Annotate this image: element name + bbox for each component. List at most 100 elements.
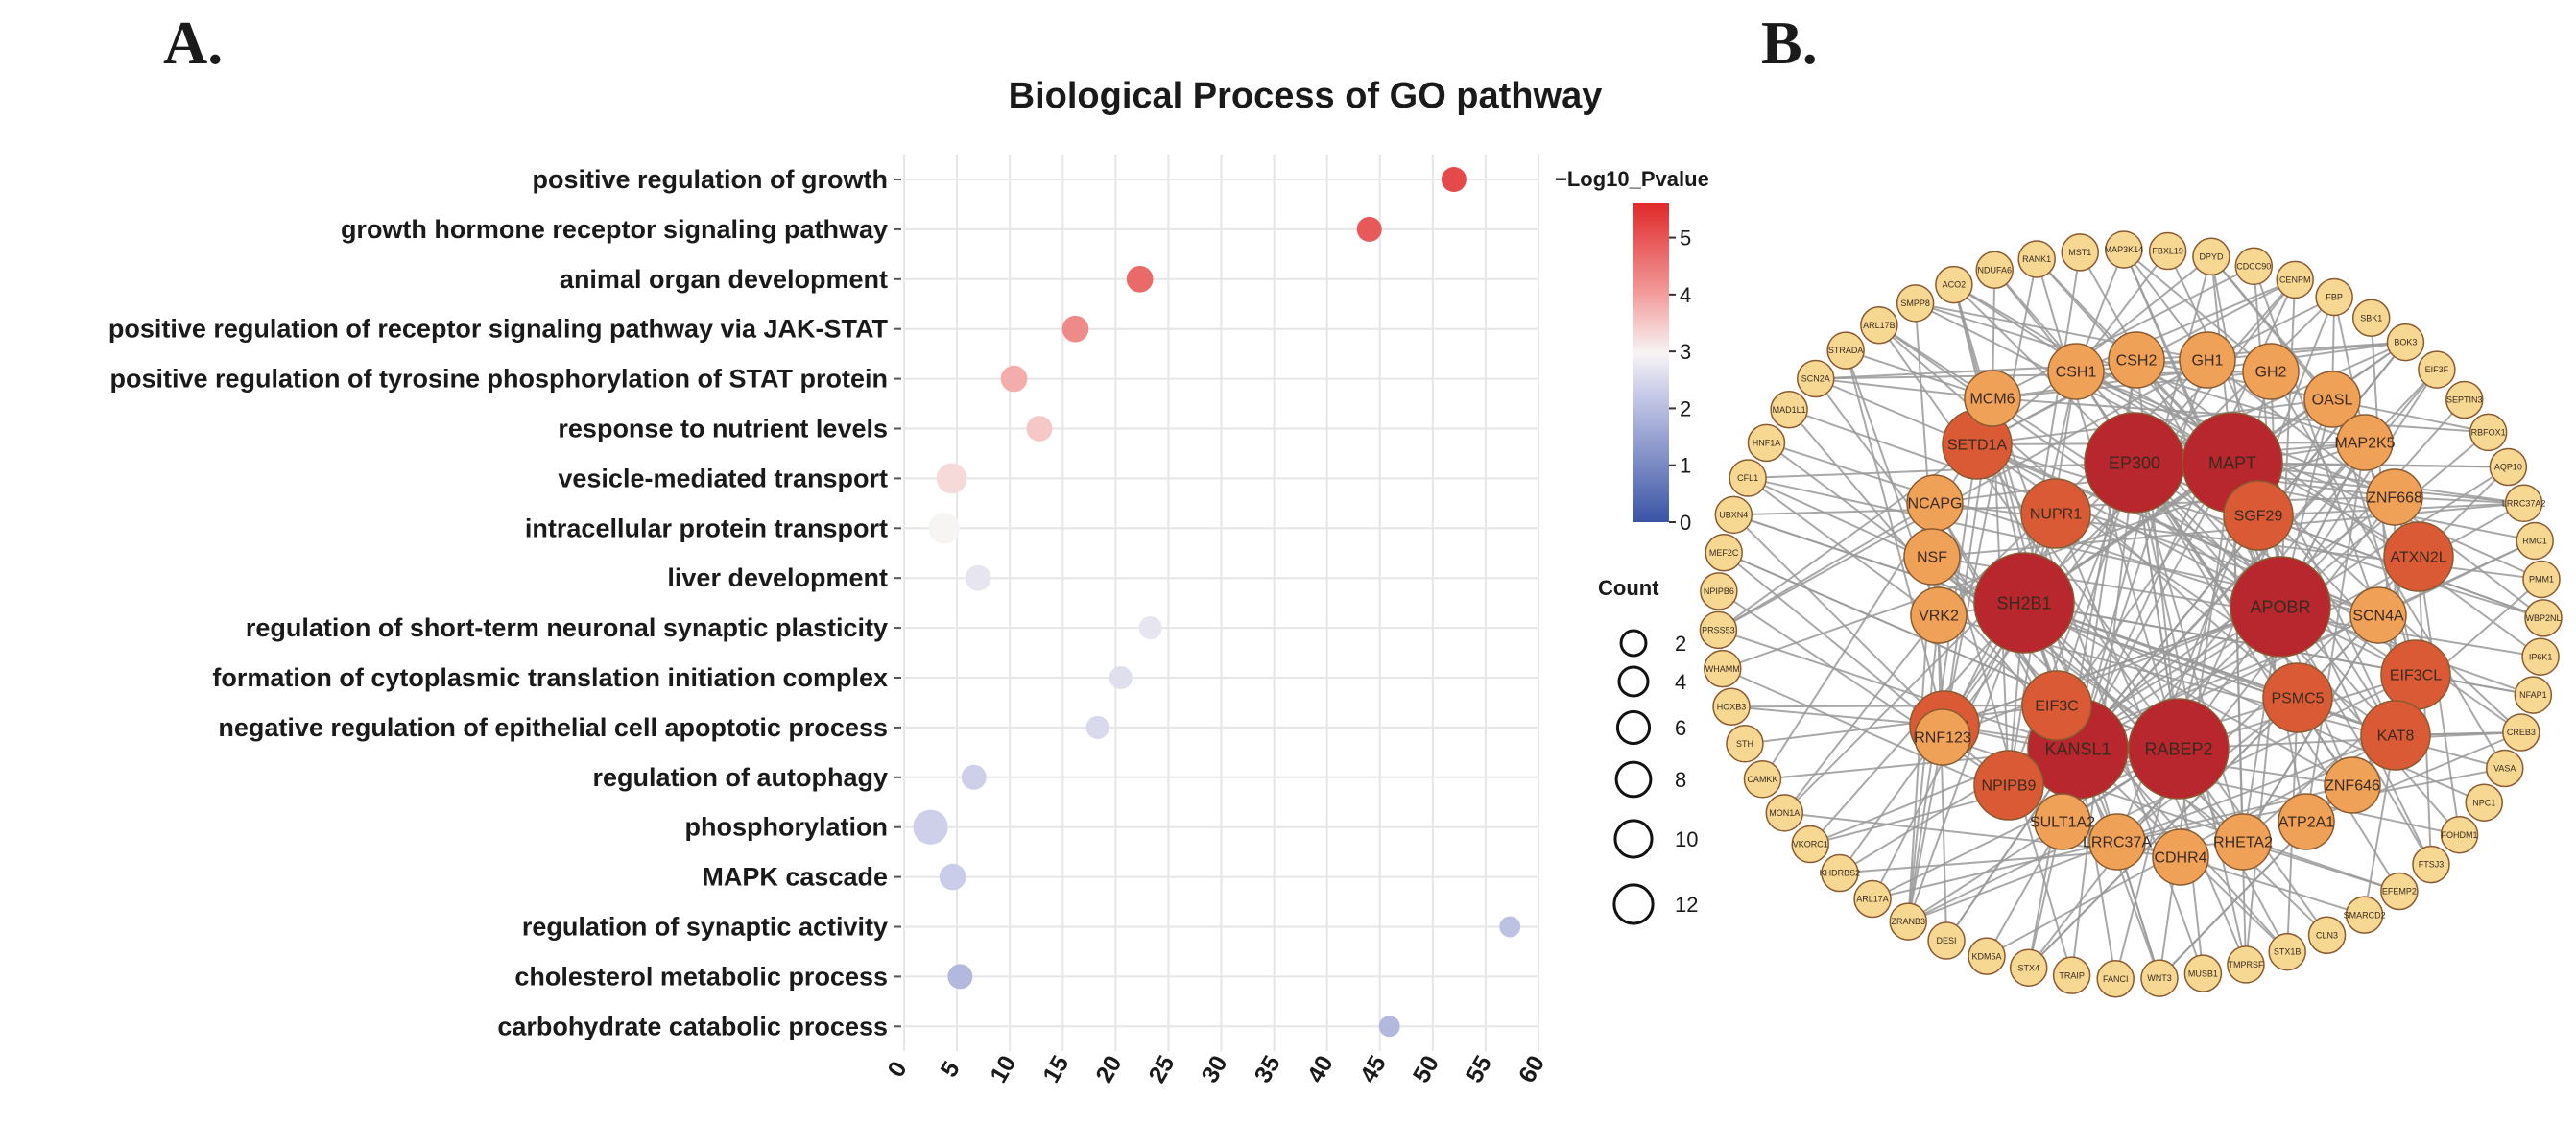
network-edge <box>2134 462 2400 893</box>
network-node-label: EFEMP2 <box>2382 887 2417 897</box>
network-nodes: EP300 MAPT SH2B1 APOBR KANSL1 RABEP2 NUPR1 SGF2… <box>1699 230 2563 998</box>
network-edge <box>1731 705 2058 708</box>
network-node <box>1797 359 1835 398</box>
network-node-label: MAD1L1 <box>1773 405 1806 415</box>
bubble <box>961 764 987 790</box>
network-edge <box>2231 462 2247 965</box>
network-node-label: HNF1A <box>1753 439 1781 448</box>
x-tick-label: 45 <box>1355 1051 1392 1088</box>
network-node <box>2440 815 2479 854</box>
network-node-label: NFAP1 <box>2519 690 2547 700</box>
network-node-label: CAMKK <box>1747 775 1777 784</box>
network-node <box>2148 231 2187 271</box>
network-edge <box>1732 514 1945 727</box>
network-node-label: RABEP2 <box>2144 739 2212 758</box>
network-node <box>1935 265 1973 304</box>
network-node-label: NPIPB9 <box>1982 778 2037 795</box>
color-legend: −Log10_Pvalue 0 1 2 3 4 5 <box>1555 167 1709 535</box>
category-label: animal organ development <box>560 265 888 294</box>
x-tick-label: 25 <box>1143 1051 1180 1088</box>
network-node <box>1704 649 1742 688</box>
network-node-label: ARL17A <box>1856 895 1889 904</box>
network-node-label: PMM1 <box>2529 575 2554 585</box>
network-node-label: MAP3K14 <box>2105 245 2144 254</box>
network-node-label: WNT3 <box>2147 973 2172 983</box>
network-edge <box>2180 856 2365 917</box>
size-legend: Count 2 4 6 8 10 12 <box>1598 576 1698 925</box>
network-node-label: DPYD <box>2199 251 2224 261</box>
network-node-label: LRRC37A <box>2083 835 2152 851</box>
network-node <box>2017 240 2056 278</box>
category-label: MAPK cascade <box>702 863 888 892</box>
category-label: phosphorylation <box>685 813 889 842</box>
category-label: carbohydrate catabolic process <box>497 1012 888 1040</box>
network-node <box>2307 916 2347 955</box>
network-node-label: RBFOX1 <box>2471 428 2506 438</box>
x-tick-label: 30 <box>1196 1051 1232 1088</box>
network-node <box>2349 586 2407 644</box>
network-edge <box>2077 359 2208 750</box>
x-tick-label: 35 <box>1250 1051 1286 1088</box>
network-node <box>2061 233 2099 272</box>
network-node-label: RANK1 <box>2022 254 2051 264</box>
network-node-label: WHAMM <box>1705 664 1740 674</box>
color-legend-title: −Log10_Pvalue <box>1555 167 1709 191</box>
colorbar-tick-label: 2 <box>1680 396 1691 420</box>
network-edge <box>1765 442 2180 750</box>
bubble <box>1109 665 1133 690</box>
colorbar-tick-label: 1 <box>1680 454 1691 478</box>
network-node-label: ZRANB3 <box>1891 917 1925 926</box>
network-node-label: ZNF646 <box>2325 778 2380 795</box>
chart-title: Biological Process of GO pathway <box>1009 76 1603 116</box>
bubble <box>1499 916 1521 938</box>
size-legend-title: Count <box>1598 576 1659 600</box>
network-node-label: STRADA <box>1828 346 1864 355</box>
category-label: regulation of autophagy <box>593 763 889 792</box>
go-bubble-chart: Biological Process of GO pathway positiv… <box>108 76 1709 1088</box>
network-node-label: SMARCD2 <box>2344 910 2386 920</box>
network-edge <box>2135 359 2541 658</box>
bubble <box>939 863 966 891</box>
network-node-label: RMC1 <box>2522 537 2547 546</box>
network-edge <box>2418 556 2432 865</box>
network-node-label: FANCI <box>2103 974 2129 984</box>
network-node <box>2223 480 2294 551</box>
network-node <box>1973 750 2044 821</box>
bubble <box>1000 365 1028 393</box>
network-edge <box>1717 502 1936 632</box>
network-node-label: NUPR1 <box>2030 507 2082 523</box>
bubble <box>965 564 991 591</box>
network-node-label: FBXL19 <box>2152 247 2183 256</box>
network-node <box>1743 760 1782 799</box>
x-tick-label: 40 <box>1302 1051 1339 1088</box>
network-node <box>2366 468 2423 526</box>
x-tick-label: 5 <box>936 1057 966 1082</box>
network-node-label: MON1A <box>1769 808 1800 818</box>
network-node-label: HOXB3 <box>1717 702 1747 711</box>
panel-a-label: A. <box>163 9 223 77</box>
network-node-label: TRAIP <box>2059 970 2085 980</box>
network-node-label: CDHR4 <box>2154 850 2206 867</box>
network-edge <box>1744 705 2058 745</box>
network-node-label: NPC1 <box>2472 798 2495 807</box>
network-node-label: SCN4A <box>2352 609 2404 625</box>
network-node <box>1853 879 1892 919</box>
network-edge <box>2377 539 2536 616</box>
size-legend-circle <box>1617 665 1650 698</box>
network-node-label: UBXN4 <box>1719 510 1748 519</box>
network-node <box>2489 447 2528 487</box>
bubble <box>1356 216 1382 242</box>
bubble <box>1441 167 1467 192</box>
category-label: formation of cytoplasmic translation ini… <box>212 663 888 692</box>
network-node-label: ATXN2L <box>2390 550 2446 566</box>
network-node-label: BOK3 <box>2394 338 2417 347</box>
network-node <box>1770 390 1808 429</box>
network-node-label: APOBR <box>2250 597 2310 616</box>
network-node-label: KANSL1 <box>2044 739 2111 758</box>
network-node-label: NPIPB6 <box>1704 586 1734 596</box>
network-node <box>2020 478 2091 549</box>
x-tick-label: 10 <box>985 1051 1021 1088</box>
network-node <box>2351 299 2391 338</box>
network-node-label: DESI <box>1937 936 1957 945</box>
bubble <box>1085 715 1109 739</box>
